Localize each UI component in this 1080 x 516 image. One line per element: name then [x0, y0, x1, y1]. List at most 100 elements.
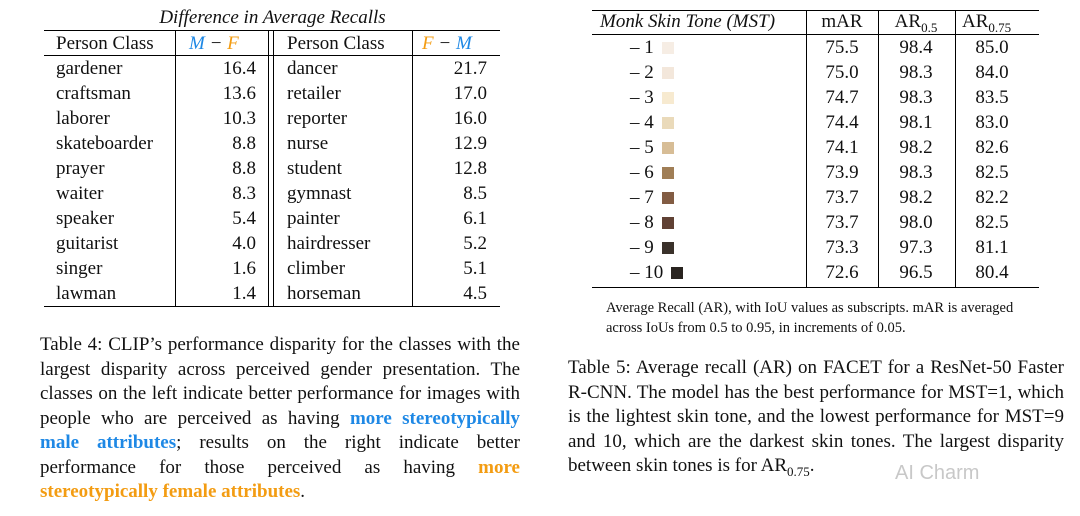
table4-right-class: retailer [287, 83, 341, 104]
table5-ar05-value: 98.3 [899, 162, 933, 183]
table5-ar075-value: 80.4 [975, 262, 1009, 283]
table5-ar075-value: 82.6 [975, 137, 1009, 158]
table5-mar-value: 74.4 [825, 112, 859, 133]
table4-right-class: hairdresser [287, 233, 371, 254]
male-attributes-highlight: more stereotypically male attributes [40, 407, 520, 454]
table5-mst-level: – 4 [630, 112, 674, 134]
table5-bottom-rule [592, 287, 1039, 288]
table4-right-value: 6.1 [463, 208, 487, 229]
table5-ar05-value: 98.4 [899, 37, 933, 58]
table5-ar05-value: 98.3 [899, 87, 933, 108]
table4-left-class: waiter [56, 183, 104, 204]
table4-left-class: speaker [56, 208, 115, 229]
table4-bottom-rule [44, 306, 500, 307]
table5-ar075-value: 82.2 [975, 187, 1009, 208]
table5-header-rule [592, 34, 1039, 35]
table4-left-value: 10.3 [222, 108, 256, 129]
table5-mst-level: – 9 [630, 237, 674, 259]
watermark-text: AI Charm [895, 462, 980, 484]
table4-right-value: 8.5 [463, 183, 487, 204]
table5-mst-level: – 10 [630, 262, 684, 284]
table4-header-person-class-left: Person Class [56, 33, 154, 54]
table4-left-class: craftsman [56, 83, 131, 104]
skin-tone-swatch [661, 92, 674, 104]
table5-ar05-value: 98.1 [899, 112, 933, 133]
skin-tone-swatch [671, 267, 684, 279]
skin-tone-swatch [661, 117, 674, 129]
table4-left-value: 1.6 [232, 258, 256, 279]
table5-ar05-value: 98.2 [899, 187, 933, 208]
table5-header-mar: mAR [821, 11, 863, 32]
table4-left-value: 16.4 [222, 58, 256, 79]
table4-right-value: 5.2 [463, 233, 487, 254]
table4-left-class: prayer [56, 158, 105, 179]
table5-header-ar05: AR0.5 [894, 11, 938, 35]
table5-top-rule [592, 10, 1039, 11]
table5-mar-value: 73.3 [825, 237, 859, 258]
table4-title: Difference in Average Recalls [159, 7, 386, 28]
table5-mar-value: 73.9 [825, 162, 859, 183]
table5-mar-value: 75.0 [825, 62, 859, 83]
table4-right-class: dancer [287, 58, 338, 79]
table4-left-class: lawman [56, 283, 117, 304]
skin-tone-swatch [661, 192, 674, 204]
female-attributes-highlight: more stereotypically female attributes [40, 456, 520, 503]
table4-header-rule [44, 55, 500, 56]
table4-right-value: 5.1 [463, 258, 487, 279]
table5-ar075-value: 83.0 [975, 112, 1009, 133]
table5-mst-level: – 8 [630, 212, 674, 234]
table5-mar-value: 72.6 [825, 262, 859, 283]
table4-right-class: painter [287, 208, 340, 229]
table4-right-value: 16.0 [453, 108, 487, 129]
table5-ar075-value: 82.5 [975, 162, 1009, 183]
table4-right-value: 4.5 [463, 283, 487, 304]
table4-left-class: gardener [56, 58, 123, 79]
table4-right-value: 17.0 [453, 83, 487, 104]
table5-mst-level: – 7 [630, 187, 674, 209]
table4-right-value: 21.7 [453, 58, 487, 79]
table4-column-divider [175, 30, 176, 306]
table4-left-class: skateboarder [56, 133, 154, 154]
table4-right-class: gymnast [287, 183, 352, 204]
table5-ar05-value: 98.0 [899, 212, 933, 233]
table4-right-value: 12.8 [453, 158, 487, 179]
table5-mar-value: 73.7 [825, 212, 859, 233]
table5-caption: Table 5: Average recall (AR) on FACET fo… [568, 357, 1064, 479]
table5-divider-3 [955, 10, 956, 287]
table4-right-class: student [287, 158, 342, 179]
table5-divider-2 [878, 10, 879, 287]
table4-right-class: horseman [287, 283, 361, 304]
table4-right-class: reporter [287, 108, 348, 129]
table4-left-value: 1.4 [232, 283, 256, 304]
table4-column-divider-right [412, 30, 413, 306]
table5-mar-value: 73.7 [825, 187, 859, 208]
table4-left-class: singer [56, 258, 103, 279]
skin-tone-swatch [661, 42, 674, 54]
table5-mar-value: 74.7 [825, 87, 859, 108]
table4-right-value: 12.9 [453, 133, 487, 154]
table4-left-value: 13.6 [222, 83, 256, 104]
skin-tone-swatch [661, 167, 674, 179]
table4-right-class: climber [287, 258, 346, 279]
table4-left-class: laborer [56, 108, 110, 129]
table5-ar05-value: 98.2 [899, 137, 933, 158]
table5-header-mst: Monk Skin Tone (MST) [600, 11, 776, 32]
table5-note: Average Recall (AR), with IoU values as … [606, 300, 1014, 336]
table4-caption: Table 4: CLIP’s performance disparity fo… [40, 334, 520, 503]
table5-ar075-value: 81.1 [975, 237, 1009, 258]
table5-mst-level: – 2 [630, 62, 674, 84]
table5-ar075-value: 85.0 [975, 37, 1009, 58]
table4-left-value: 5.4 [232, 208, 256, 229]
table5-divider-1 [806, 10, 807, 287]
table5-mst-level: – 1 [630, 37, 674, 59]
table4-left-value: 4.0 [232, 233, 256, 254]
table4-left-class: guitarist [56, 233, 119, 254]
table5-mar-value: 74.1 [825, 137, 859, 158]
table4-left-value: 8.3 [232, 183, 256, 204]
skin-tone-swatch [661, 67, 674, 79]
skin-tone-swatch [661, 242, 674, 254]
table5-ar075-value: 83.5 [975, 87, 1009, 108]
table4-double-divider-b [273, 30, 274, 306]
table4-header-person-class-right: Person Class [287, 33, 385, 54]
table5-ar05-value: 97.3 [899, 237, 933, 258]
